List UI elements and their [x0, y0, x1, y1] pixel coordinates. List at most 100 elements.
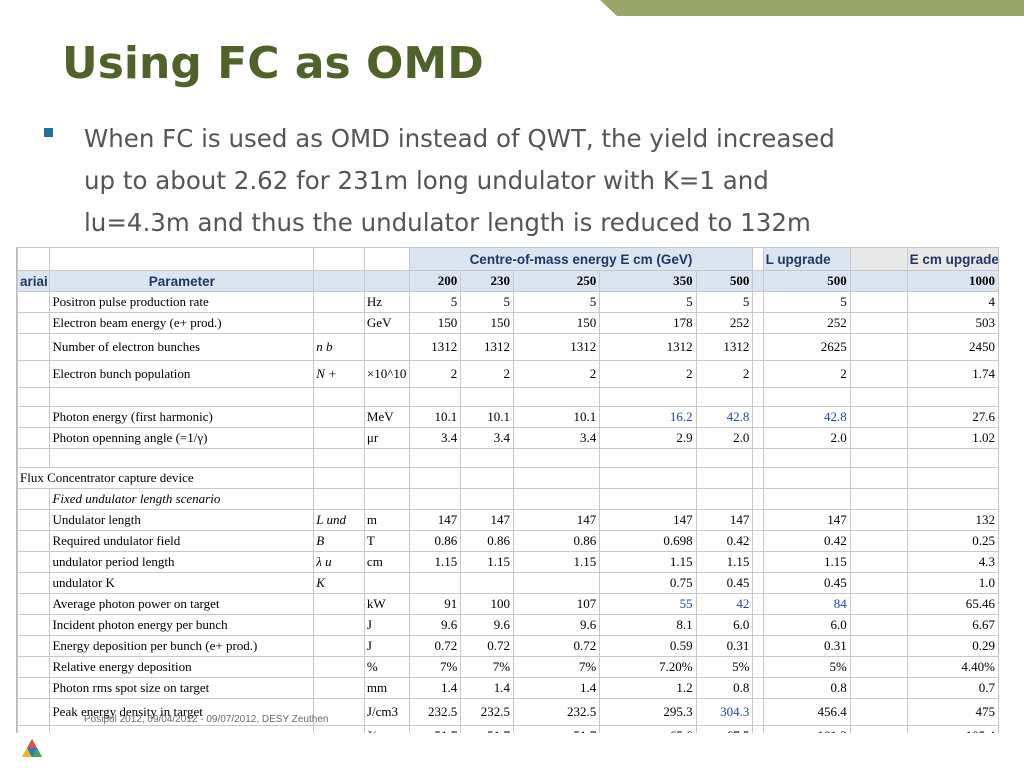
value-cell: 9.6 — [513, 614, 601, 636]
parameter-unit: J/g — [363, 725, 410, 733]
value-cell: 2450 — [906, 333, 999, 361]
centre-of-mass-header: Centre-of-mass energy E cm (GeV) — [408, 247, 754, 271]
value-cell: 232.5 — [460, 698, 515, 726]
table-cell — [752, 551, 764, 573]
table-cell — [849, 572, 908, 594]
parameter-symbol: N + — [313, 360, 365, 388]
value-cell: 147 — [513, 509, 601, 531]
table-cell — [695, 387, 754, 407]
value-cell: 304.3 — [695, 698, 754, 726]
table-cell — [849, 509, 908, 531]
parameter-unit: μr — [363, 427, 410, 449]
value-cell: 1.15 — [599, 551, 697, 573]
value-cell: 0.7 — [906, 677, 999, 699]
value-cell: 7% — [408, 656, 462, 678]
table-cell — [752, 488, 764, 510]
parameter-header: Parameter — [49, 270, 315, 292]
parameter-table-image: Centre-of-mass energy E cm (GeV) L upgra… — [16, 247, 999, 733]
parameter-unit: % — [363, 656, 410, 678]
value-cell: 2 — [460, 360, 515, 388]
table-cell — [849, 247, 908, 271]
value-cell: 147 — [460, 509, 515, 531]
value-cell: 252 — [762, 312, 851, 334]
table-cell — [313, 247, 365, 271]
value-cell: 2.9 — [599, 427, 697, 449]
table-cell — [17, 635, 51, 657]
table-cell — [762, 387, 851, 407]
value-cell — [408, 572, 462, 594]
value-cell: 1.74 — [906, 360, 999, 388]
table-cell — [849, 488, 908, 510]
table-cell — [906, 387, 999, 407]
value-cell: 27.6 — [906, 406, 999, 428]
table-cell — [849, 530, 908, 552]
value-cell: 0.72 — [460, 635, 515, 657]
table-cell — [313, 270, 365, 292]
table-cell — [762, 467, 851, 489]
table-header-group-row: Centre-of-mass energy E cm (GeV) L upgra… — [17, 247, 999, 271]
value-cell: 147 — [408, 509, 462, 531]
table-cell — [752, 333, 764, 361]
value-cell: 4.3 — [906, 551, 999, 573]
table-cell — [906, 488, 999, 510]
parameter-label: undulator K — [49, 572, 315, 594]
table-cell — [17, 312, 51, 334]
table-cell — [363, 467, 410, 489]
table-cell — [313, 387, 365, 407]
table-cell — [17, 530, 51, 552]
table-cell — [313, 448, 365, 468]
value-cell: 91 — [408, 593, 462, 615]
table-cell — [695, 448, 754, 468]
value-cell: 0.698 — [599, 530, 697, 552]
parameter-label: Positron pulse production rate — [49, 291, 315, 313]
table-cell — [17, 448, 51, 468]
value-cell: 5 — [460, 291, 515, 313]
parameter-label: Photon rms spot size on target — [49, 677, 315, 699]
value-cell: 2 — [762, 360, 851, 388]
table-cell — [752, 635, 764, 657]
scenario-heading: Fixed undulator length scenario — [49, 488, 315, 510]
value-cell: 2.0 — [762, 427, 851, 449]
value-cell: 1312 — [408, 333, 462, 361]
value-cell: 295.3 — [599, 698, 697, 726]
table-cell — [363, 488, 410, 510]
table-cell — [752, 387, 764, 407]
table-row: J/g51.751.751.765.667.5101.3105.4 — [17, 725, 999, 733]
value-cell: 10.1 — [513, 406, 601, 428]
value-cell: 9.6 — [408, 614, 462, 636]
square-bullet-icon — [44, 128, 53, 137]
table-row: Flux Concentrator capture device — [17, 467, 999, 489]
value-cell: 3.4 — [408, 427, 462, 449]
table-row: undulator period length λ u cm 1.15 1.15 1.15… — [17, 551, 999, 573]
table-cell — [17, 614, 51, 636]
value-cell: 51.7 — [408, 725, 462, 733]
table-cell — [752, 572, 764, 594]
parameter-symbol — [313, 656, 365, 678]
parameter-unit — [363, 333, 410, 361]
value-cell: 105.4 — [906, 725, 999, 733]
parameter-unit: ×10^10 — [363, 360, 410, 388]
value-cell: 0.75 — [599, 572, 697, 594]
table-cell — [752, 698, 764, 726]
value-cell: 0.8 — [695, 677, 754, 699]
table-cell — [17, 427, 51, 449]
value-cell — [513, 572, 601, 594]
parameter-label: Relative energy deposition — [49, 656, 315, 678]
table-row: Average photon power on target kW 91 100 107… — [17, 593, 999, 615]
table-cell — [752, 247, 764, 271]
value-cell: 0.72 — [408, 635, 462, 657]
table-cell — [849, 406, 908, 428]
table-cell — [17, 677, 51, 699]
value-cell: 55 — [599, 593, 697, 615]
table-cell — [752, 291, 764, 313]
value-cell: 178 — [599, 312, 697, 334]
table-cell — [752, 593, 764, 615]
table-cell — [599, 448, 697, 468]
value-cell: 7.20% — [599, 656, 697, 678]
l-upgrade-header: L upgrade — [762, 247, 851, 271]
parameter-symbol — [313, 635, 365, 657]
value-cell: 7% — [513, 656, 601, 678]
table-cell — [17, 488, 51, 510]
table-cell — [752, 725, 764, 733]
value-cell: 0.25 — [906, 530, 999, 552]
